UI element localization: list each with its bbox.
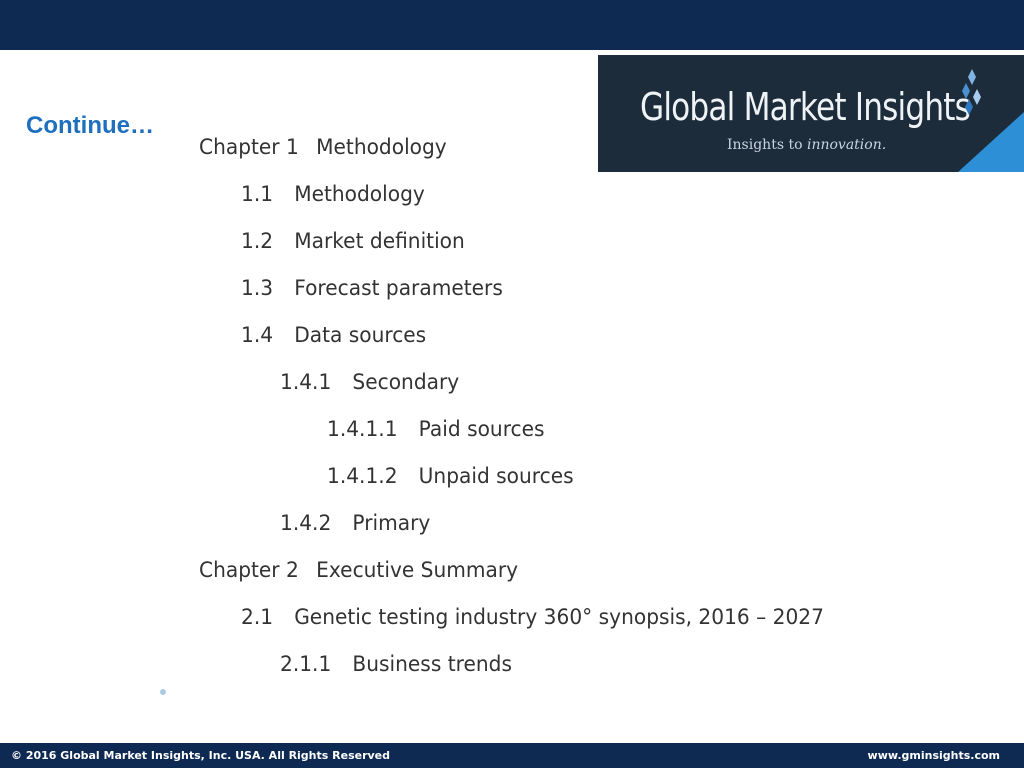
logo-tagline: Insights to innovation.	[727, 137, 886, 153]
toc-entry-number: Chapter 2	[199, 558, 299, 582]
toc-entry-title: Business trends	[352, 652, 512, 676]
toc-entry-number: 2.1.1	[280, 652, 332, 676]
toc-entry: Chapter 1 Methodology	[199, 135, 447, 159]
toc-entry: 1.2 Market definition	[241, 229, 465, 253]
toc-entry-number: 1.4.2	[280, 511, 332, 535]
toc-entry: 1.3 Forecast parameters	[241, 276, 503, 300]
toc-entry-title: Market definition	[294, 229, 465, 253]
toc-entry: 1.4.1.1 Paid sources	[327, 417, 545, 441]
copyright-text: © 2016 Global Market Insights, Inc. USA.…	[11, 749, 391, 762]
toc-entry-number: 1.2	[241, 229, 274, 253]
toc-entry: 2.1 Genetic testing industry 360° synopsi…	[241, 605, 824, 629]
logo-name: Global Market Insights	[640, 85, 971, 129]
toc-entry: 1.4.2 Primary	[280, 511, 430, 535]
toc-entry-title: Data sources	[294, 323, 427, 347]
toc-entry: Chapter 2 Executive Summary	[199, 558, 518, 582]
logo-tagline-prefix: Insights to	[727, 137, 803, 153]
toc-entry-title: Executive Summary	[316, 558, 519, 582]
toc-entry-number: 1.4.1.1	[327, 417, 398, 441]
toc-entry-number: 1.4.1	[280, 370, 332, 394]
top-banner	[0, 0, 1024, 50]
website-link[interactable]: www.gminsights.com	[867, 749, 1000, 762]
company-logo: Global Market Insights Insights to innov…	[598, 55, 1024, 172]
toc-entry: 1.1 Methodology	[241, 182, 425, 206]
toc-entry-title: Secondary	[352, 370, 460, 394]
footer-bar: © 2016 Global Market Insights, Inc. USA.…	[0, 743, 1024, 768]
toc-entry-number: 2.1	[241, 605, 274, 629]
logo-corner-accent	[958, 112, 1024, 172]
toc-entry-number: 1.3	[241, 276, 274, 300]
toc-entry: 1.4 Data sources	[241, 323, 426, 347]
page-heading: Continue…	[26, 112, 154, 139]
toc-entry-title: Genetic testing industry 360° synopsis, …	[294, 605, 824, 629]
bullet-dot	[160, 689, 166, 695]
toc-entry-number: 1.1	[241, 182, 274, 206]
toc-entry-title: Methodology	[294, 182, 425, 206]
toc-entry-title: Unpaid sources	[418, 464, 574, 488]
toc-entry: 1.4.1 Secondary	[280, 370, 459, 394]
toc-entry-number: 1.4	[241, 323, 274, 347]
toc-entry-number: 1.4.1.2	[327, 464, 398, 488]
logo-tagline-emphasis: innovation.	[806, 137, 887, 153]
toc-entry-number: Chapter 1	[199, 135, 299, 159]
toc-entry-title: Forecast parameters	[294, 276, 503, 300]
toc-entry-title: Methodology	[316, 135, 447, 159]
diamond-icon	[962, 69, 981, 115]
toc-entry: 1.4.1.2 Unpaid sources	[327, 464, 574, 488]
toc-entry: 2.1.1 Business trends	[280, 652, 512, 676]
toc-entry-title: Primary	[352, 511, 431, 535]
toc-entry-title: Paid sources	[418, 417, 545, 441]
